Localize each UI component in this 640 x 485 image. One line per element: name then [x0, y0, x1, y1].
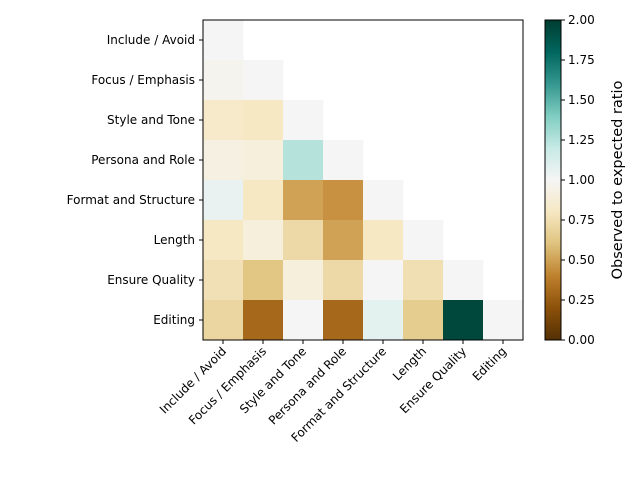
colorbar-tick-label: 1.50 [568, 93, 595, 107]
heatmap-cell [243, 180, 284, 221]
y-tick-label: Focus / Emphasis [91, 73, 195, 87]
y-tick-label: Ensure Quality [107, 273, 195, 287]
y-axis: Include / Avoid Focus / Emphasis Style and… [67, 33, 203, 327]
heatmap-cell [283, 300, 324, 341]
plot-frame [202, 19, 524, 341]
colorbar-tick-label: 1.75 [568, 53, 595, 67]
heatmap-cell [243, 100, 284, 141]
heatmap-cell [243, 140, 284, 181]
heatmap-cell [203, 100, 244, 141]
heatmap-cell [323, 220, 364, 261]
y-tick-label: Length [154, 233, 195, 247]
heatmap-cell [403, 300, 444, 341]
heatmap-cell [203, 220, 244, 261]
heatmap-cell [283, 220, 324, 261]
heatmap-cell [203, 60, 244, 101]
colorbar-tick-label: 0.00 [568, 333, 595, 347]
heatmap-cell [363, 300, 404, 341]
colorbar-tick-label: 1.00 [568, 173, 595, 187]
colorbar-label: Observed to expected ratio [610, 81, 626, 280]
y-tick-label: Persona and Role [91, 153, 195, 167]
colorbar-tick-label: 0.25 [568, 293, 595, 307]
heatmap-cell [203, 20, 244, 61]
heatmap-cell [323, 180, 364, 221]
y-tick-label: Editing [153, 313, 195, 327]
heatmap-cell [283, 180, 324, 221]
colorbar-ticks: 0.00 0.25 0.50 0.75 1.00 1.25 1.50 1.75 2.00 [561, 13, 595, 347]
x-tick-label: Length [390, 344, 429, 383]
heatmap-cell [283, 260, 324, 301]
colorbar-gradient [544, 19, 562, 341]
heatmap-cell [443, 300, 484, 341]
heatmap-cell [243, 300, 284, 341]
heatmap-cell [283, 140, 324, 181]
colorbar-tick-label: 0.50 [568, 253, 595, 267]
heatmap-cell [483, 300, 524, 341]
heatmap-cells [203, 20, 524, 341]
heatmap-cell [443, 260, 484, 301]
heatmap-cell [203, 180, 244, 221]
heatmap-cell [323, 260, 364, 301]
colorbar-tick-label: 2.00 [568, 13, 595, 27]
y-tick-label: Include / Avoid [107, 33, 195, 47]
heatmap-cell [243, 220, 284, 261]
heatmap-cell [323, 140, 364, 181]
heatmap-cell [203, 140, 244, 181]
heatmap-cell [323, 300, 364, 341]
heatmap-cell [203, 260, 244, 301]
y-tick-label: Style and Tone [107, 113, 195, 127]
x-tick-label: Editing [470, 344, 509, 383]
heatmap-cell [243, 60, 284, 101]
colorbar-tick-label: 1.25 [568, 133, 595, 147]
heatmap-cell [403, 260, 444, 301]
y-tick-label: Format and Structure [67, 193, 195, 207]
heatmap-cell [363, 180, 404, 221]
colorbar-tick-label: 0.75 [568, 213, 595, 227]
colorbar: 0.00 0.25 0.50 0.75 1.00 1.25 1.50 1.75 2.00 Obs… [544, 13, 626, 347]
heatmap-cell [243, 260, 284, 301]
heatmap-cell [363, 220, 404, 261]
heatmap-cell [363, 260, 404, 301]
x-tick-label: Include / Avoid [157, 344, 229, 416]
heatmap-cell [203, 300, 244, 341]
heatmap-cell [283, 100, 324, 141]
heatmap-cell [403, 220, 444, 261]
